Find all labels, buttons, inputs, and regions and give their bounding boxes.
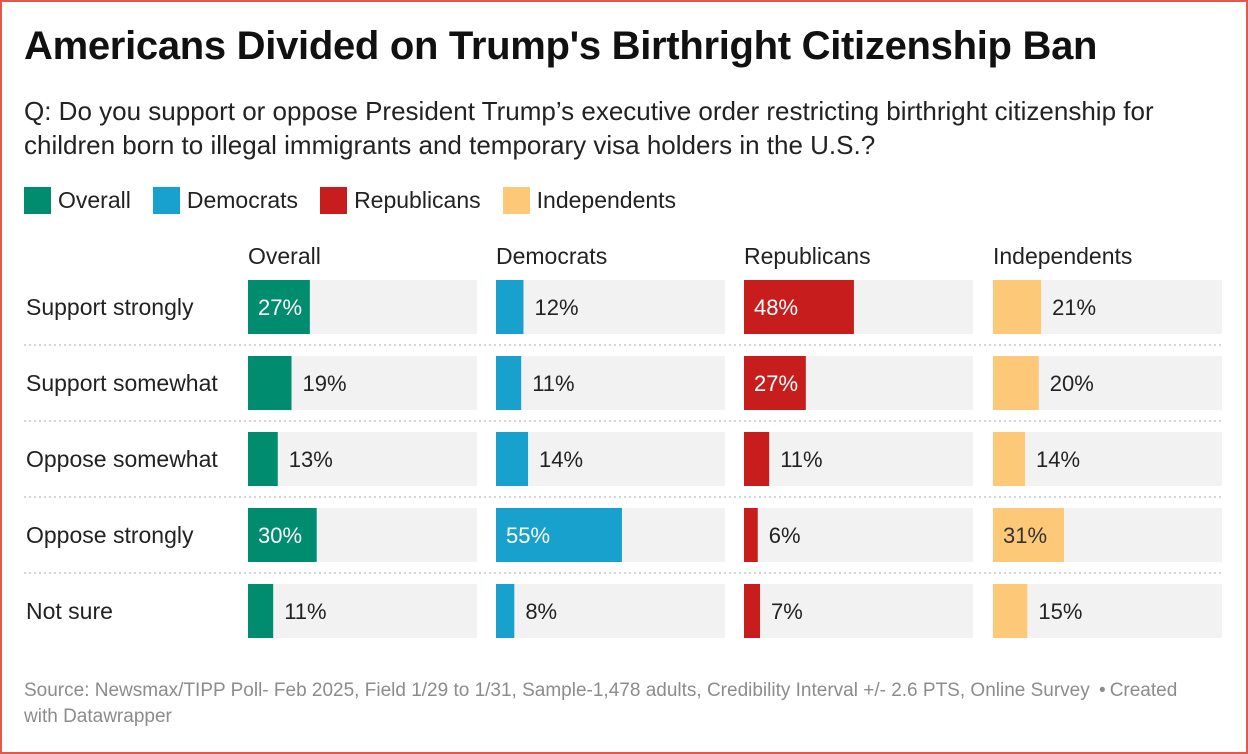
- data-label-republicans-oppose-strongly: 6%: [769, 523, 801, 548]
- row-label-not-sure: Not sure: [26, 598, 113, 624]
- data-label-independents-oppose-somewhat: 14%: [1036, 447, 1080, 472]
- legend-item-republicans: Republicans: [320, 186, 481, 214]
- legend-swatch-republicans: [320, 186, 348, 214]
- data-label-overall-oppose-strongly: 30%: [258, 523, 302, 548]
- bar-track: [993, 432, 1222, 486]
- row-label-support-somewhat: Support somewhat: [26, 370, 218, 396]
- legend-label-overall: Overall: [58, 186, 131, 213]
- bar-democrats-support-strongly: [496, 280, 524, 334]
- footer-separator: •: [1099, 680, 1106, 701]
- data-label-overall-support-somewhat: 19%: [303, 371, 347, 396]
- bar-track: [496, 280, 725, 334]
- legend-label-republicans: Republicans: [354, 186, 481, 213]
- legend-label-democrats: Democrats: [186, 186, 299, 213]
- bar-track: [993, 584, 1222, 638]
- data-label-overall-support-strongly: 27%: [258, 295, 302, 320]
- row-label-oppose-somewhat: Oppose somewhat: [26, 446, 218, 472]
- data-label-democrats-oppose-somewhat: 14%: [539, 447, 583, 472]
- bar-track: [496, 356, 725, 410]
- data-label-independents-not-sure: 15%: [1038, 599, 1082, 624]
- bar-overall-oppose-strongly: [248, 508, 317, 562]
- bar-republicans-support-somewhat: [744, 356, 806, 410]
- legend-item-overall: Overall: [24, 186, 131, 214]
- bar-independents-oppose-somewhat: [993, 432, 1026, 486]
- source-note: Source: Newsmax/TIPP Poll- Feb 2025, Fie…: [24, 678, 1214, 730]
- data-label-independents-oppose-strongly: 31%: [1003, 523, 1047, 548]
- bar-track: [744, 432, 973, 486]
- bar-track: [744, 508, 973, 562]
- data-label-republicans-not-sure: 7%: [771, 599, 803, 624]
- data-label-overall-not-sure: 11%: [284, 599, 326, 624]
- panel-header-overall: Overall: [248, 243, 321, 269]
- bar-track: [248, 432, 477, 486]
- bar-republicans-oppose-somewhat: [744, 432, 770, 486]
- data-label-independents-support-somewhat: 20%: [1050, 371, 1094, 396]
- data-label-republicans-oppose-somewhat: 11%: [780, 447, 822, 472]
- data-label-republicans-support-somewhat: 27%: [754, 371, 798, 396]
- panel-header-independents: Independents: [993, 243, 1132, 269]
- bar-independents-not-sure: [993, 584, 1028, 638]
- bar-democrats-oppose-somewhat: [496, 432, 529, 486]
- panel-header-republicans: Republicans: [744, 243, 871, 269]
- bar-track: [496, 584, 725, 638]
- bar-independents-oppose-strongly: [993, 508, 1064, 562]
- legend: Overall Democrats Republicans Independen…: [24, 185, 698, 215]
- legend-item-democrats: Democrats: [152, 186, 299, 214]
- bar-overall-support-strongly: [248, 280, 310, 334]
- chart-title: Americans Divided on Trump's Birthright …: [24, 24, 1098, 68]
- bar-republicans-oppose-strongly: [744, 508, 758, 562]
- legend-label-independents: Independents: [536, 186, 677, 213]
- row-label-oppose-strongly: Oppose strongly: [26, 522, 194, 548]
- data-label-democrats-support-somewhat: 11%: [532, 371, 574, 396]
- bar-overall-not-sure: [248, 584, 274, 638]
- bar-democrats-oppose-strongly: [496, 508, 622, 562]
- row-label-support-strongly: Support strongly: [26, 294, 194, 320]
- data-label-democrats-support-strongly: 12%: [534, 295, 578, 320]
- bar-track: [744, 584, 973, 638]
- bar-independents-support-somewhat: [993, 356, 1039, 410]
- data-label-democrats-oppose-strongly: 55%: [506, 523, 550, 548]
- data-label-republicans-support-strongly: 48%: [754, 295, 798, 320]
- legend-swatch-independents: [502, 186, 530, 214]
- bar-track: [248, 584, 477, 638]
- bar-track: [496, 432, 725, 486]
- data-label-independents-support-strongly: 21%: [1052, 295, 1096, 320]
- legend-swatch-overall: [24, 186, 51, 214]
- bar-republicans-not-sure: [744, 584, 761, 638]
- bar-democrats-not-sure: [496, 584, 515, 638]
- legend-swatch-democrats: [152, 186, 180, 214]
- bar-overall-support-somewhat: [248, 356, 292, 410]
- data-label-overall-oppose-somewhat: 13%: [289, 447, 333, 472]
- bar-republicans-support-strongly: [744, 280, 854, 334]
- source-text: Source: Newsmax/TIPP Poll- Feb 2025, Fie…: [24, 680, 1090, 701]
- datawrapper-credit[interactable]: Created with Datawrapper: [24, 680, 1178, 727]
- bar-chart: Overall Democrats Republicans Independents S…: [24, 243, 1222, 638]
- legend-item-independents: Independents: [502, 186, 677, 214]
- bar-independents-support-strongly: [993, 280, 1042, 334]
- panel-header-democrats: Democrats: [496, 243, 607, 269]
- chart-subtitle: Q: Do you support or oppose President Tr…: [24, 96, 1154, 160]
- bar-democrats-support-somewhat: [496, 356, 522, 410]
- data-label-democrats-not-sure: 8%: [525, 599, 557, 624]
- bar-overall-oppose-somewhat: [248, 432, 278, 486]
